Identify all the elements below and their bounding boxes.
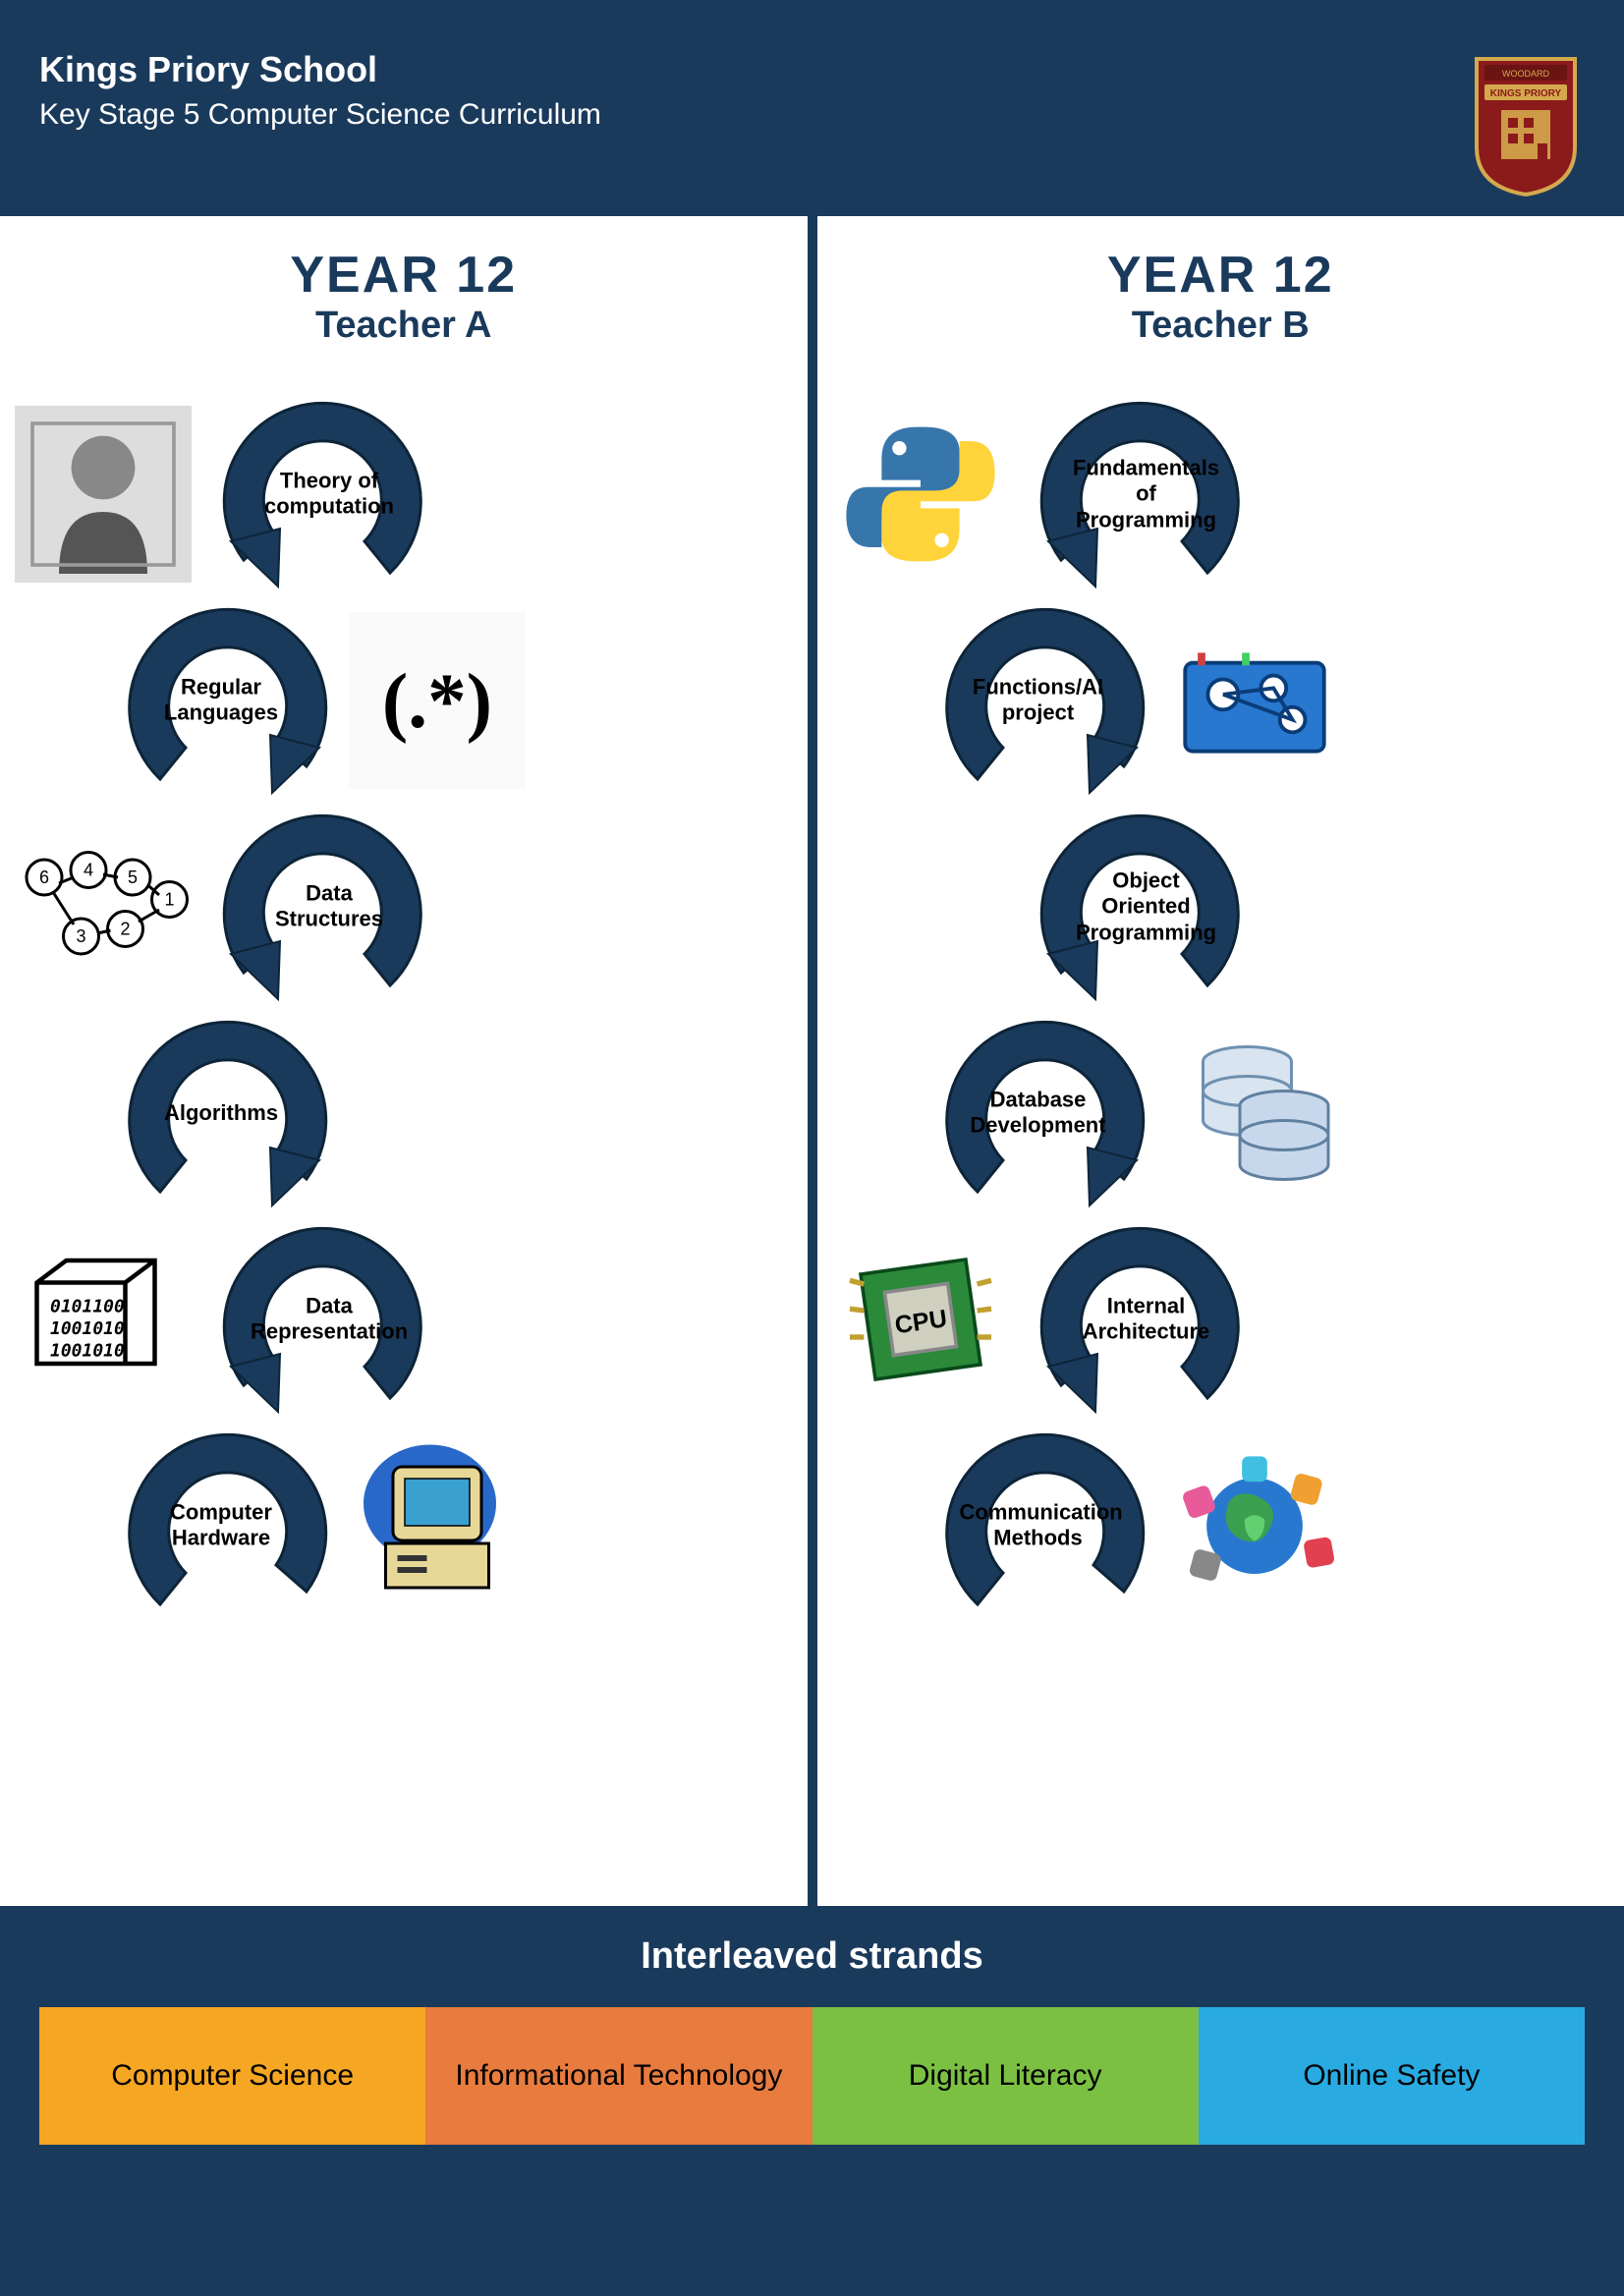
topic-label: Computer Hardware bbox=[142, 1500, 300, 1552]
strand-item: Online Safety bbox=[1199, 2007, 1585, 2145]
topic-label: Object Oriented Programming bbox=[1068, 868, 1225, 945]
topic-node: Fundamentals of Programming bbox=[1029, 376, 1264, 612]
header-text: Kings Priory School Key Stage 5 Computer… bbox=[39, 49, 601, 132]
svg-text:1: 1 bbox=[164, 890, 174, 910]
topic-label: Algorithms bbox=[142, 1100, 300, 1126]
header: Kings Priory School Key Stage 5 Computer… bbox=[0, 0, 1624, 216]
page: Kings Priory School Key Stage 5 Computer… bbox=[0, 0, 1624, 2194]
topic-node: Communication Methods bbox=[921, 1408, 1156, 1644]
oldpc-icon bbox=[349, 1447, 526, 1604]
column-header-a: YEAR 12 Teacher A bbox=[0, 246, 808, 347]
svg-text:6: 6 bbox=[39, 868, 49, 887]
footer: Interleaved strands Computer ScienceInfo… bbox=[0, 1906, 1624, 2194]
topic-node: Functions/AI project bbox=[921, 583, 1156, 818]
globe-icon bbox=[1166, 1447, 1343, 1604]
svg-text:1001010: 1001010 bbox=[50, 1318, 125, 1339]
graph-icon: 6 4 5 1 2 3 bbox=[15, 828, 192, 985]
year-label-b: YEAR 12 bbox=[817, 246, 1624, 305]
topic-label: Database Development bbox=[960, 1088, 1117, 1140]
svg-text:0101100: 0101100 bbox=[50, 1297, 125, 1317]
cpu-icon: CPU bbox=[832, 1241, 1009, 1398]
main-content: YEAR 12 Teacher A Theory of computation R… bbox=[0, 216, 1624, 1906]
topic-node: Algorithms bbox=[103, 995, 339, 1231]
strand-item: Computer Science bbox=[39, 2007, 425, 2145]
svg-text:1001010: 1001010 bbox=[50, 1341, 125, 1362]
teacher-label-b: Teacher B bbox=[817, 305, 1624, 347]
topic-node: Theory of computation bbox=[211, 376, 447, 612]
teacher-label-a: Teacher A bbox=[0, 305, 808, 347]
strands-row: Computer ScienceInformational Technology… bbox=[39, 2007, 1585, 2145]
topic-label: Data Structures bbox=[251, 881, 408, 933]
binary-icon: 010110010010101001010 bbox=[15, 1241, 192, 1398]
topic-node: Regular Languages bbox=[103, 583, 339, 818]
crest-label-text: KINGS PRIORY bbox=[1490, 88, 1562, 99]
topic-label: Internal Architecture bbox=[1068, 1294, 1225, 1346]
topic-node: Computer Hardware bbox=[103, 1408, 339, 1644]
regex-icon: (.*) bbox=[349, 622, 526, 779]
topic-label: Regular Languages bbox=[142, 675, 300, 727]
crest-top-text: WOODARD bbox=[1502, 69, 1549, 79]
column-teacher-b: YEAR 12 Teacher B Fundamentals of Progra… bbox=[817, 216, 1624, 1906]
column-header-b: YEAR 12 Teacher B bbox=[817, 246, 1624, 347]
topic-node: Data Representation bbox=[211, 1202, 447, 1437]
topic-label: Data Representation bbox=[251, 1294, 408, 1346]
svg-text:2: 2 bbox=[120, 920, 130, 939]
strand-item: Digital Literacy bbox=[812, 2007, 1199, 2145]
topic-node: Object Oriented Programming bbox=[1029, 789, 1264, 1025]
topic-node: Data Structures bbox=[211, 789, 447, 1025]
column-teacher-a: YEAR 12 Teacher A Theory of computation R… bbox=[0, 216, 808, 1906]
school-crest-icon: WOODARD KINGS PRIORY bbox=[1467, 49, 1585, 196]
strand-item: Informational Technology bbox=[425, 2007, 812, 2145]
year-label-a: YEAR 12 bbox=[0, 246, 808, 305]
machine-icon bbox=[1166, 622, 1343, 779]
topic-node: Internal Architecture bbox=[1029, 1202, 1264, 1437]
topic-label: Fundamentals of Programming bbox=[1068, 455, 1225, 532]
svg-text:3: 3 bbox=[76, 926, 85, 946]
topic-label: Communication Methods bbox=[960, 1500, 1117, 1552]
turing-icon bbox=[15, 416, 192, 573]
footer-title: Interleaved strands bbox=[39, 1935, 1585, 1978]
database-icon bbox=[1166, 1035, 1343, 1192]
school-name: Kings Priory School bbox=[39, 49, 601, 90]
svg-text:5: 5 bbox=[128, 868, 138, 887]
svg-text:4: 4 bbox=[84, 861, 93, 880]
topic-chain-a: Theory of computation Regular Languages (.… bbox=[0, 376, 808, 1830]
svg-text:(.*): (.*) bbox=[382, 658, 492, 745]
column-divider bbox=[808, 216, 817, 1906]
topic-node: Database Development bbox=[921, 995, 1156, 1231]
topic-label: Functions/AI project bbox=[960, 675, 1117, 727]
topic-chain-b: Fundamentals of Programming Functions/AI … bbox=[817, 376, 1624, 1830]
topic-label: Theory of computation bbox=[251, 469, 408, 521]
curriculum-title: Key Stage 5 Computer Science Curriculum bbox=[39, 98, 601, 132]
python-icon bbox=[832, 416, 1009, 573]
